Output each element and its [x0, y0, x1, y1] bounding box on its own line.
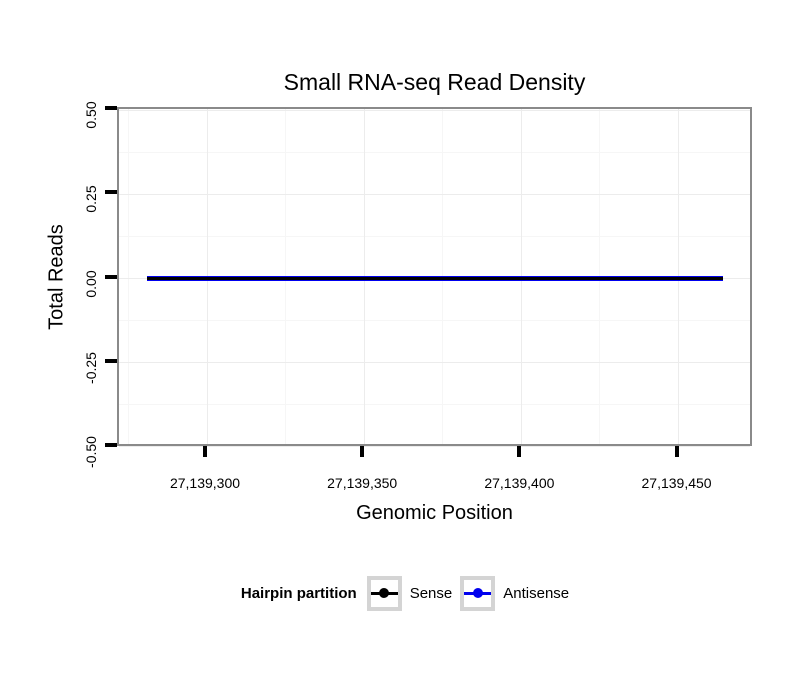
- x-tick-mark: [360, 446, 365, 457]
- y-tick-mark: [105, 274, 117, 279]
- x-tick-mark: [517, 446, 522, 457]
- plot-title: Small RNA-seq Read Density: [283, 69, 586, 95]
- y-gridline-major: [119, 446, 750, 448]
- x-tick-label: 27,139,450: [641, 475, 712, 491]
- legend: Hairpin partition Sense Antisense: [0, 573, 810, 613]
- x-tick-label: 27,139,300: [169, 475, 241, 491]
- y-tick-mark: [105, 358, 117, 363]
- y-tick-mark: [105, 190, 117, 195]
- legend-label: Antisense: [503, 584, 570, 602]
- plot-panel: [117, 107, 752, 448]
- x-tick-mark: [203, 446, 208, 457]
- y-gridline-major: [119, 109, 750, 111]
- y-gridline-minor: [119, 235, 750, 237]
- legend-key-sense-icon: [366, 575, 402, 611]
- legend-key-dot: [379, 588, 390, 598]
- x-axis-title: Genomic Position: [356, 502, 513, 524]
- y-axis-title: Total Reads: [45, 224, 68, 330]
- y-tick-mark: [105, 442, 117, 447]
- y-gridline-minor: [119, 404, 750, 406]
- y-gridline-major: [119, 193, 750, 195]
- x-tick-label: 27,139,350: [327, 475, 398, 491]
- legend-key-dot: [472, 588, 483, 598]
- y-gridline-minor: [119, 151, 750, 153]
- x-gridline-minor: [127, 109, 129, 444]
- legend-title: Hairpin partition: [240, 584, 357, 602]
- series-line-sense: [147, 277, 723, 280]
- y-tick-label: 0.25: [83, 185, 99, 213]
- legend-entry-antisense: Antisense: [460, 575, 570, 611]
- y-tick-mark: [105, 106, 117, 111]
- y-gridline-minor: [119, 320, 750, 322]
- legend-entry-sense: Sense: [366, 575, 453, 611]
- y-tick-label: 0.50: [83, 101, 99, 129]
- y-gridline-major: [119, 362, 750, 364]
- legend-key-antisense-icon: [460, 575, 496, 611]
- legend-label: Sense: [409, 584, 453, 602]
- y-tick-label: -0.50: [83, 435, 99, 468]
- y-tick-label: -0.25: [83, 351, 99, 384]
- x-tick-label: 27,139,400: [484, 475, 555, 491]
- y-tick-label: 0.00: [83, 269, 99, 298]
- x-tick-mark: [674, 446, 679, 457]
- legend-entries: Sense Antisense: [366, 575, 570, 611]
